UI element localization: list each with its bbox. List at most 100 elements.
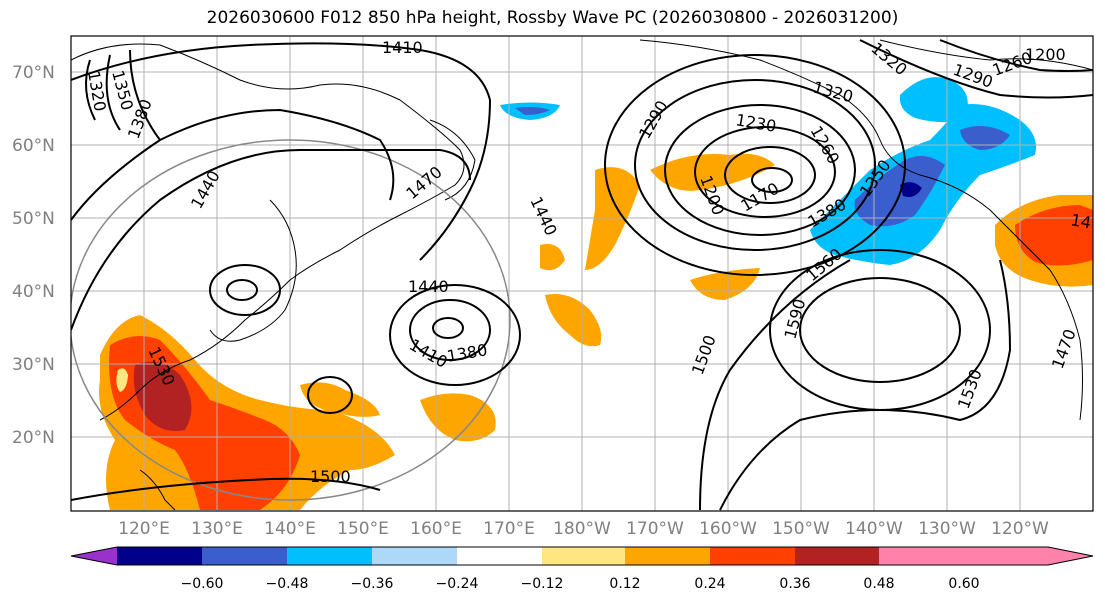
coast-alaska (639, 39, 1083, 421)
contour-line-1470 (71, 148, 471, 331)
contour-label-1290a: 1290 (635, 97, 672, 142)
contour-label-1170: 1170 (738, 179, 783, 216)
contour-line-1320-west (85, 59, 96, 121)
lon-label-160w: 160°W (699, 519, 757, 539)
colorbar-tick-3: −0.36 (351, 576, 394, 592)
lon-label-160e: 160°E (410, 519, 462, 539)
contour-label-1590: 1590 (781, 297, 810, 341)
map-frame (70, 35, 1094, 512)
anomaly-warm-central (420, 393, 496, 442)
colorbar-segment-1 (117, 547, 202, 565)
lon-label-170w: 170°W (626, 519, 684, 539)
lon-label-130e: 130°E (191, 519, 243, 539)
contour-aleutian-1 (604, 54, 906, 276)
reference-circle (71, 139, 511, 501)
contour-label-1440b: 1440 (526, 194, 560, 239)
contour-label-1200b: 1200 (1025, 45, 1066, 64)
anomaly-hot-eastpacific (1015, 205, 1093, 266)
lon-label-130w: 130°W (918, 519, 976, 539)
contour-label-1410b: 1410 (406, 335, 451, 372)
contour-aleutian-4 (694, 126, 836, 218)
anomaly-yellow-southwest (116, 368, 128, 392)
contour-line-northeast-2 (939, 39, 1093, 72)
lat-label-70: 70°N (12, 63, 55, 83)
contour-line-1410-north (71, 42, 492, 261)
contour-label-1440a: 1440 (187, 167, 224, 212)
lat-label-30: 30°N (12, 355, 55, 375)
lat-label-40: 40°N (12, 282, 55, 302)
anomaly-warm-northcentral-2 (540, 244, 565, 271)
anomaly-warm-northcentral (585, 167, 640, 270)
anomaly-coldest (900, 182, 922, 197)
contour-line-1500-east (699, 259, 851, 511)
contour-label-1320b: 1320 (811, 78, 855, 107)
contour-high-east-1 (769, 249, 991, 411)
contour-line-1530-east (719, 259, 1012, 511)
colorbar-segment-7 (625, 547, 710, 565)
lon-label-180w: 180°W (553, 519, 611, 539)
lon-label-140e: 140°E (264, 519, 316, 539)
lon-label-150w: 150°W (772, 519, 830, 539)
contour-aleutian-2 (634, 79, 876, 251)
contour-low-japan-inner (226, 279, 258, 301)
anomaly-cold-siberia-deep (515, 106, 550, 115)
lon-label-140w: 140°W (845, 519, 903, 539)
colorbar-tick-5: −0.12 (521, 576, 564, 592)
coast-korea-japan (209, 199, 297, 342)
colorbar-tick-10: 0.60 (948, 576, 979, 592)
coast-canada-north (879, 39, 1093, 71)
colorbar-segment-5 (457, 547, 542, 565)
contour-line-northeast (859, 39, 1093, 99)
lat-label-20: 20°N (12, 428, 55, 448)
anomaly-veryhot-southwest (133, 361, 192, 431)
contour-line-1380-west (129, 49, 161, 141)
anomaly-warm-dateline (545, 294, 602, 347)
colorbar-segment-10 (879, 547, 964, 565)
colorbar-segment-9 (795, 547, 879, 565)
latitude-labels: 70°N 60°N 50°N 40°N 30°N 20°N (12, 63, 55, 448)
contour-line-1500-south (71, 477, 381, 501)
coastlines (71, 39, 1093, 511)
lon-label-120e: 120°E (118, 519, 170, 539)
colorbar-tick-6: 0.12 (609, 576, 640, 592)
contour-label-1230: 1230 (734, 110, 777, 136)
colorbar-outline (70, 546, 1094, 566)
anomaly-warm-small (300, 382, 380, 417)
contour-aleutian-5 (724, 146, 816, 204)
longitude-labels: 120°E 130°E 140°E 150°E 160°E 170°E 180°… (118, 519, 1049, 539)
contour-label-1410a: 1410 (382, 38, 423, 57)
lat-label-50: 50°N (12, 209, 55, 229)
figure-title: 2026030600 F012 850 hPa height, Rossby W… (206, 8, 899, 28)
contour-label-1530b: 1530 (954, 367, 986, 412)
colorbar-segment-4 (372, 547, 457, 565)
contour-aleutian-3 (664, 104, 856, 236)
anomaly-shading (99, 77, 1093, 510)
contour-aleutian-6 (751, 167, 793, 193)
coast-philippines (139, 469, 176, 511)
contour-label-1500a: 1500 (310, 467, 351, 486)
colorbar-segment-2 (202, 547, 287, 565)
lat-label-60: 60°N (12, 136, 55, 156)
anomaly-warm-aleutian (650, 153, 775, 191)
coast-kamchatka (429, 119, 476, 201)
contour-low-central-3 (432, 317, 464, 339)
colorbar-extend-low (71, 547, 117, 565)
colorbar-tick-7: 0.24 (694, 576, 725, 592)
contour-low-japan (209, 264, 281, 316)
colorbar-tick-2: −0.48 (266, 576, 309, 592)
colorbar-tick-1: −0.60 (181, 576, 224, 592)
colorbar-segment-3 (287, 547, 372, 565)
contour-label-1440c: 1440 (408, 277, 449, 296)
contour-small-loop (307, 376, 353, 414)
contour-low-central (389, 284, 521, 386)
colorbar-tick-4: −0.24 (436, 576, 479, 592)
colorbar-segment-6 (542, 547, 625, 565)
anomaly-warm-east (690, 268, 760, 300)
colorbar: −0.60 −0.48 −0.36 −0.24 −0.12 0.12 0.24 … (70, 546, 1094, 592)
contour-line-1350-west (105, 54, 121, 131)
contour-high-east-2 (799, 277, 961, 383)
lon-label-120w: 120°W (991, 519, 1049, 539)
contour-low-central-2 (409, 299, 491, 361)
anomaly-cold-deep-2 (960, 126, 1010, 150)
contour-label-1380b: 1380 (445, 340, 488, 366)
